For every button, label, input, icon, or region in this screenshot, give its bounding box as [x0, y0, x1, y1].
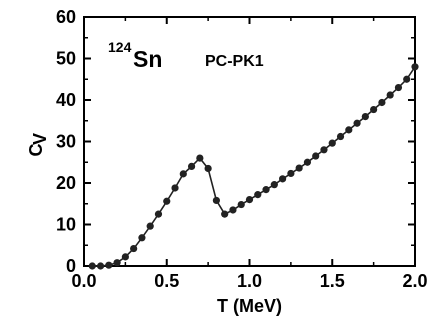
data-point	[295, 164, 303, 172]
plot-layer: 0.0 0.5 1.0 1.5 2.0 0 10 20 30 40 50 60	[56, 7, 428, 291]
data-point	[221, 210, 229, 218]
data-point	[163, 197, 171, 205]
data-point	[312, 152, 320, 160]
y-tick-label: 60	[56, 7, 76, 27]
model-label: PC-PK1	[205, 53, 264, 70]
y-axis-title-subscript: V	[30, 133, 50, 145]
data-point	[229, 206, 237, 214]
isotope-symbol: Sn	[133, 46, 162, 72]
data-point	[88, 262, 96, 270]
data-point	[370, 105, 378, 114]
x-axis-title: T (MeV)	[217, 296, 282, 316]
y-tick-label: 50	[56, 49, 76, 69]
data-point	[113, 259, 121, 267]
data-point	[386, 91, 394, 99]
x-tick-label: 1.5	[320, 271, 345, 291]
data-point	[279, 175, 287, 183]
data-point	[138, 234, 146, 242]
y-tick-label: 10	[56, 215, 76, 235]
y-tick-label: 40	[56, 90, 76, 110]
y-tick-label: 20	[56, 173, 76, 193]
y-tick-label: 30	[56, 132, 76, 152]
data-point	[212, 196, 220, 205]
y-axis-title: C V	[26, 133, 50, 157]
isotope-mass-number: 124	[108, 39, 132, 55]
data-point	[320, 146, 328, 154]
data-point	[121, 253, 129, 261]
data-point	[328, 139, 336, 147]
x-tick-label: 1.0	[237, 271, 262, 291]
data-point	[353, 119, 361, 127]
data-point	[287, 169, 295, 178]
data-point	[403, 75, 411, 83]
data-point	[171, 184, 179, 192]
data-point	[262, 186, 270, 194]
data-point	[303, 158, 312, 166]
data-point	[154, 210, 163, 218]
data-point	[345, 126, 353, 134]
x-tick-label: 0.5	[154, 271, 179, 291]
data-point	[254, 191, 262, 199]
data-point	[146, 222, 154, 230]
y-tick-label: 0	[66, 256, 76, 276]
data-point	[237, 200, 245, 209]
data-point	[204, 164, 212, 173]
data-point	[179, 170, 187, 178]
y-axis-title-main: C	[26, 144, 46, 157]
x-tick-label: 2.0	[402, 271, 427, 291]
data-point	[105, 261, 113, 269]
data-point	[96, 262, 105, 270]
data-point	[187, 162, 196, 170]
series-line	[92, 66, 416, 267]
data-point	[378, 98, 386, 107]
data-point	[245, 196, 254, 204]
data-point	[196, 154, 204, 162]
data-point	[270, 181, 278, 189]
data-point	[411, 63, 419, 71]
data-point	[336, 132, 345, 141]
data-point	[361, 113, 369, 121]
data-point	[394, 83, 403, 92]
x-tick-label: 0.0	[71, 271, 96, 291]
data-point	[130, 244, 138, 253]
